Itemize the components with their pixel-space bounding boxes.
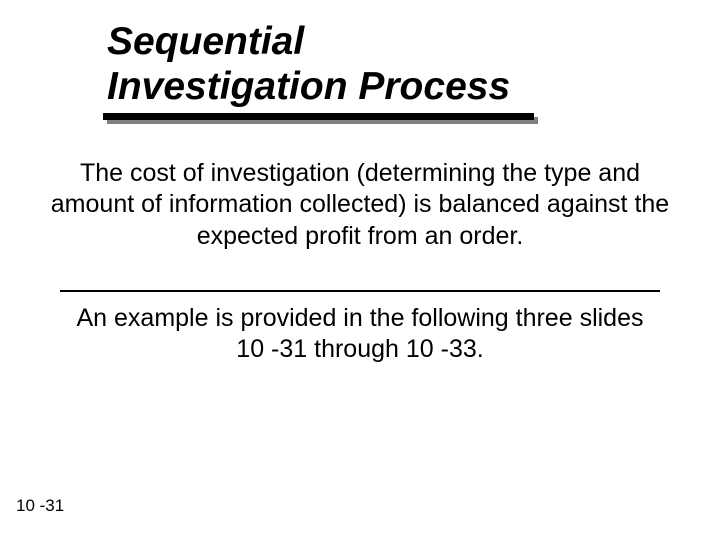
page-number: 10 -31 [16,496,64,516]
horizontal-divider [60,290,660,292]
slide-title: Sequential Investigation Process [107,20,607,110]
body-paragraph-2: An example is provided in the following … [60,303,660,366]
slide-title-container: Sequential Investigation Process [107,20,607,110]
body-paragraph-1: The cost of investigation (determining t… [50,158,670,252]
title-underline [103,113,534,120]
